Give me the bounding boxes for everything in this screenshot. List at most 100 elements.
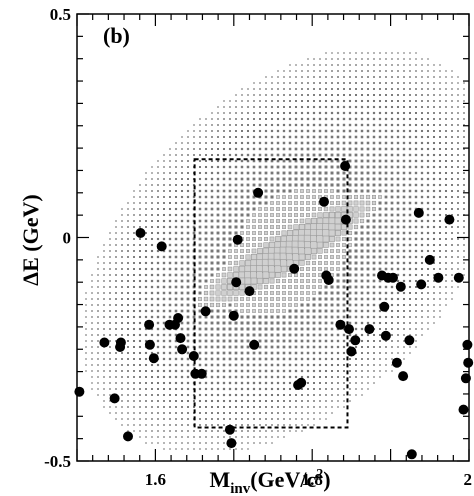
distribution-box: [283, 70, 285, 72]
distribution-box: [198, 189, 202, 193]
distribution-box: [342, 159, 346, 163]
distribution-box: [336, 345, 340, 349]
distribution-box: [415, 100, 417, 102]
distribution-box: [204, 363, 208, 367]
distribution-box: [157, 208, 159, 210]
distribution-box: [215, 302, 221, 308]
distribution-box: [222, 375, 226, 379]
distribution-box: [228, 189, 232, 193]
distribution-box: [433, 268, 435, 270]
distribution-box: [253, 406, 255, 408]
distribution-box: [283, 406, 285, 408]
distribution-box: [384, 249, 388, 253]
distribution-box: [210, 189, 214, 193]
distribution-box: [396, 213, 400, 217]
distribution-box: [193, 154, 195, 156]
distribution-box: [175, 172, 177, 174]
distribution-box: [396, 297, 400, 301]
distribution-box: [169, 400, 171, 402]
distribution-box: [305, 260, 311, 266]
distribution-box: [85, 316, 87, 318]
distribution-box: [360, 183, 364, 187]
distribution-box: [360, 315, 364, 319]
distribution-box: [360, 225, 364, 229]
distribution-box: [138, 309, 142, 313]
distribution-box: [283, 106, 285, 108]
distribution-box: [384, 165, 388, 169]
distribution-box: [257, 248, 263, 254]
distribution-box: [427, 304, 429, 306]
distribution-box: [223, 436, 225, 438]
distribution-box: [145, 214, 147, 216]
distribution-box: [162, 267, 166, 271]
distribution-box: [341, 230, 347, 236]
distribution-box: [295, 430, 297, 432]
distribution-box: [223, 448, 225, 450]
distribution-box: [205, 118, 207, 120]
data-point: [177, 344, 188, 355]
distribution-box: [366, 123, 370, 127]
distribution-box: [85, 304, 87, 306]
distribution-box: [414, 195, 418, 199]
distribution-box: [133, 346, 135, 348]
distribution-box: [234, 357, 238, 361]
distribution-box: [235, 436, 237, 438]
distribution-box: [186, 297, 190, 301]
distribution-box: [294, 189, 298, 193]
distribution-box: [317, 248, 323, 254]
distribution-box: [228, 333, 232, 337]
distribution-box: [252, 303, 256, 307]
distribution-box: [432, 213, 436, 217]
distribution-box: [378, 105, 382, 109]
distribution-box: [163, 388, 166, 391]
distribution-box: [192, 189, 196, 193]
distribution-box: [366, 237, 370, 241]
distribution-box: [372, 297, 376, 301]
distribution-box: [175, 424, 177, 426]
distribution-box: [198, 279, 202, 283]
distribution-box: [288, 345, 292, 349]
distribution-box: [384, 171, 388, 175]
distribution-box: [91, 286, 93, 288]
distribution-box: [264, 135, 268, 139]
distribution-box: [342, 255, 346, 259]
distribution-box: [390, 165, 394, 169]
distribution-box: [175, 190, 177, 192]
distribution-box: [144, 279, 148, 283]
distribution-box: [258, 219, 262, 223]
distribution-box: [246, 393, 250, 397]
distribution-box: [210, 381, 214, 385]
distribution-box: [239, 254, 245, 260]
distribution-box: [234, 363, 238, 367]
distribution-box: [289, 418, 291, 420]
distribution-box: [270, 201, 274, 205]
distribution-box: [103, 376, 105, 378]
distribution-box: [307, 388, 309, 390]
distribution-box: [174, 243, 178, 247]
distribution-box: [276, 135, 280, 139]
distribution-box: [121, 262, 123, 264]
distribution-box: [169, 178, 171, 180]
distribution-box: [235, 136, 237, 138]
distribution-box: [252, 141, 256, 145]
distribution-box: [204, 351, 208, 355]
distribution-box: [210, 273, 214, 277]
distribution-box: [354, 129, 358, 133]
distribution-box: [360, 297, 364, 301]
distribution-box: [445, 232, 447, 234]
distribution-box: [240, 183, 244, 187]
distribution-box: [420, 249, 424, 253]
distribution-box: [391, 328, 393, 330]
distribution-box: [216, 153, 220, 157]
distribution-box: [336, 141, 340, 145]
distribution-box: [240, 315, 244, 319]
distribution-box: [360, 285, 364, 289]
distribution-box: [283, 76, 285, 78]
distribution-box: [163, 196, 165, 198]
distribution-box: [415, 340, 417, 342]
distribution-box: [127, 280, 129, 282]
data-point: [175, 333, 186, 344]
distribution-box: [372, 285, 376, 289]
distribution-box: [330, 135, 334, 139]
distribution-box: [252, 165, 256, 169]
